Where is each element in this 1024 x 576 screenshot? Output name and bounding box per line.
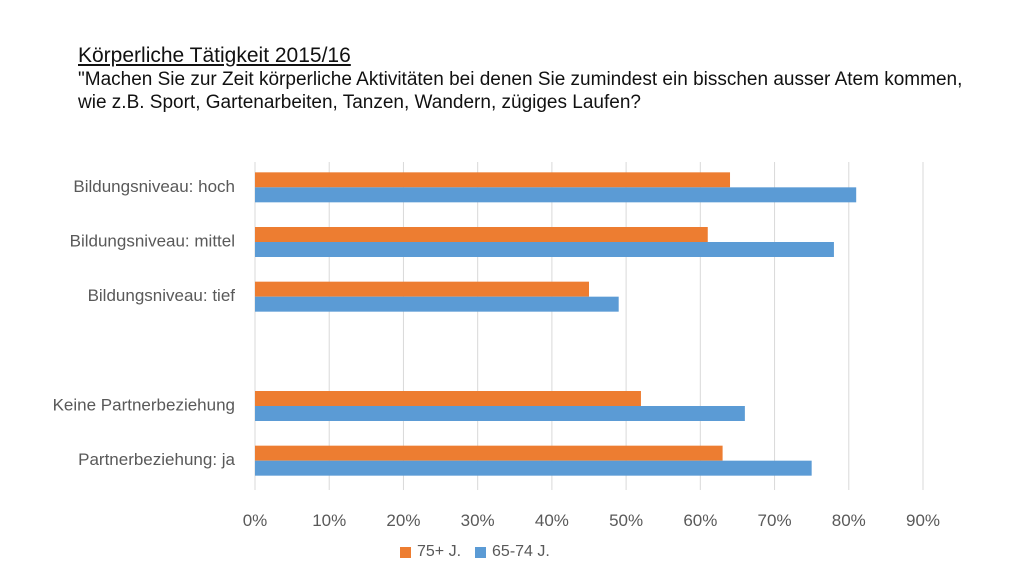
x-tick-label: 70%	[758, 511, 792, 530]
x-tick-label: 50%	[609, 511, 643, 530]
category-label: Bildungsniveau: tief	[88, 286, 236, 305]
bar	[255, 172, 731, 188]
legend-label-75-plus: 75+ J.	[417, 543, 462, 560]
x-tick-label: 90%	[906, 511, 940, 530]
bar	[255, 296, 619, 312]
x-tick-label: 30%	[461, 511, 495, 530]
x-tick-label: 60%	[683, 511, 717, 530]
x-tick-label: 80%	[832, 511, 866, 530]
bar	[255, 391, 641, 406]
chart-subtitle: "Machen Sie zur Zeit körperliche Aktivit…	[78, 69, 963, 113]
category-label: Bildungsniveau: hoch	[73, 177, 235, 196]
legend: 75+ J. 65-74 J.	[400, 543, 550, 561]
legend-item-65-74: 65-74 J.	[475, 543, 550, 561]
legend-label-65-74: 65-74 J.	[492, 543, 550, 560]
bar	[255, 227, 708, 242]
category-label: Keine Partnerbeziehung	[53, 395, 235, 414]
x-tick-label: 40%	[535, 511, 569, 530]
bar	[255, 281, 589, 297]
legend-swatch-75-plus	[400, 546, 411, 558]
title-block: Körperliche Tätigkeit 2015/16 "Machen Si…	[78, 44, 978, 114]
bar	[255, 187, 857, 203]
bar	[255, 460, 812, 476]
legend-item-75-plus: 75+ J.	[400, 543, 461, 561]
x-tick-label: 10%	[312, 511, 346, 530]
bar	[255, 242, 834, 257]
chart-title: Körperliche Tätigkeit 2015/16	[78, 44, 351, 67]
x-tick-label: 20%	[386, 511, 420, 530]
legend-swatch-65-74	[475, 546, 487, 558]
x-tick-label: 0%	[243, 511, 268, 530]
category-label: Bildungsniveau: mittel	[70, 231, 235, 250]
bar	[255, 445, 723, 461]
category-label: Partnerbeziehung: ja	[78, 450, 235, 469]
bar	[255, 406, 745, 421]
